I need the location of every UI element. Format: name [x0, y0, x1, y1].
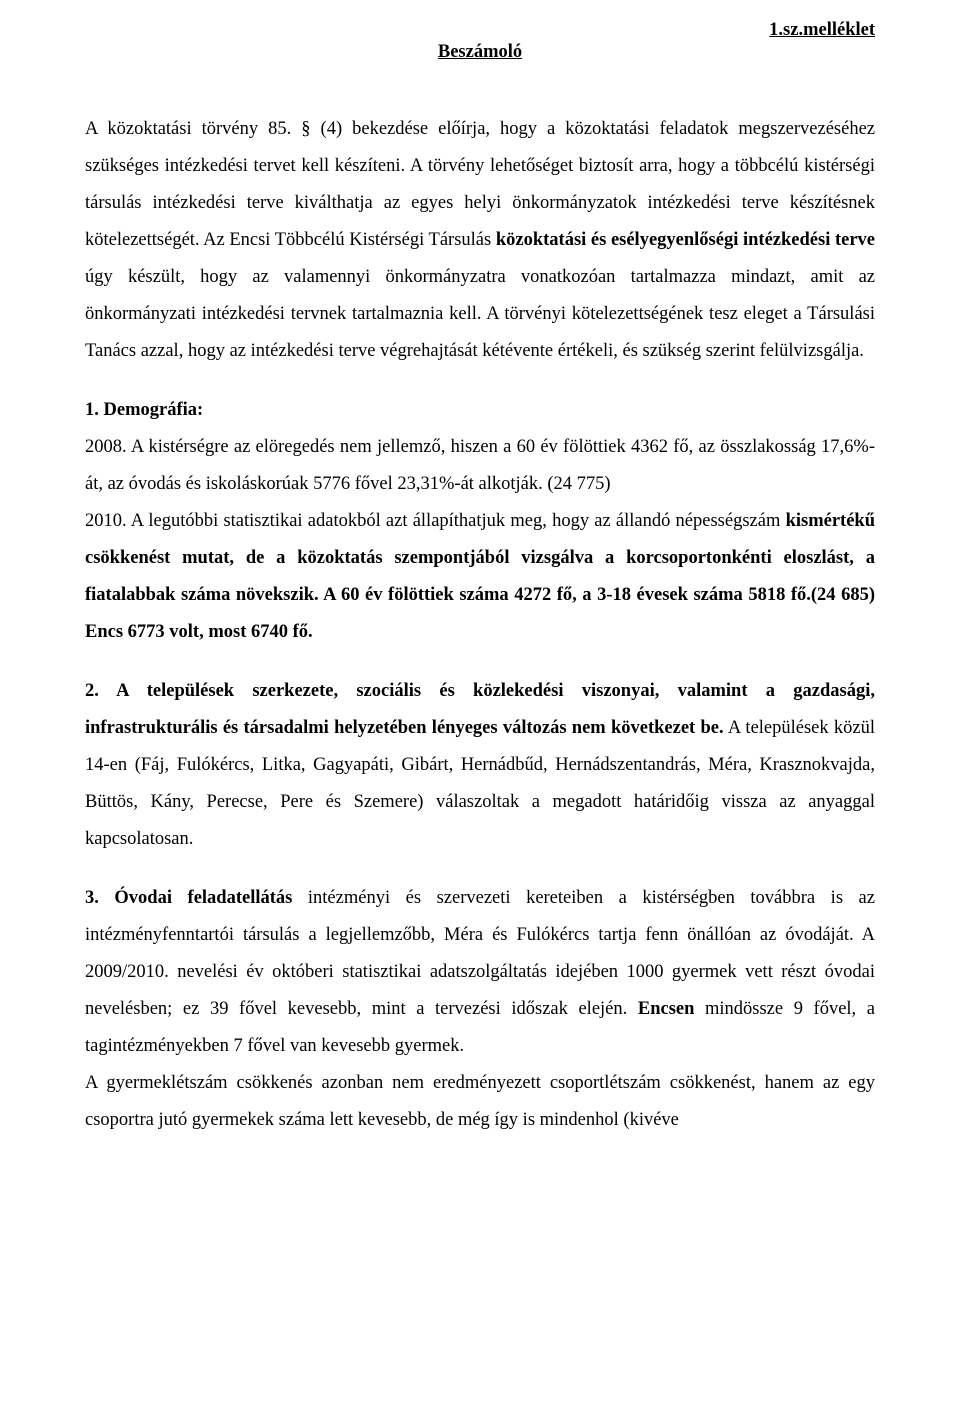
- section-1-p2: 2010. A legutóbbi statisztikai adatokból…: [85, 503, 875, 651]
- intro-paragraph: A közoktatási törvény 85. § (4) bekezdés…: [85, 111, 875, 370]
- intro-bold: közoktatási és esélyegyenlőségi intézked…: [496, 230, 875, 250]
- intro-text-2: úgy készült, hogy az valamennyi önkormán…: [85, 267, 875, 361]
- document-header: 1.sz.melléklet Beszámoló: [85, 20, 875, 63]
- section-1-p1: 2008. A kistérségre az elöregedés nem je…: [85, 429, 875, 503]
- section-3-p1: 3. Óvodai feladatellátás intézményi és s…: [85, 880, 875, 1065]
- section-2-paragraph: 2. A települések szerkezete, szociális é…: [85, 673, 875, 858]
- attachment-label: 1.sz.melléklet: [769, 20, 875, 41]
- sec3-heading-inline: 3. Óvodai feladatellátás: [85, 888, 292, 908]
- section-3-p2: A gyermeklétszám csökkenés azonban nem e…: [85, 1065, 875, 1139]
- sec3-encsen: Encsen: [638, 999, 695, 1019]
- page-title: Beszámoló: [85, 20, 875, 63]
- section-1-heading: 1. Demográfia:: [85, 392, 875, 429]
- sec1-p2-a: 2010. A legutóbbi statisztikai adatokból…: [85, 511, 786, 531]
